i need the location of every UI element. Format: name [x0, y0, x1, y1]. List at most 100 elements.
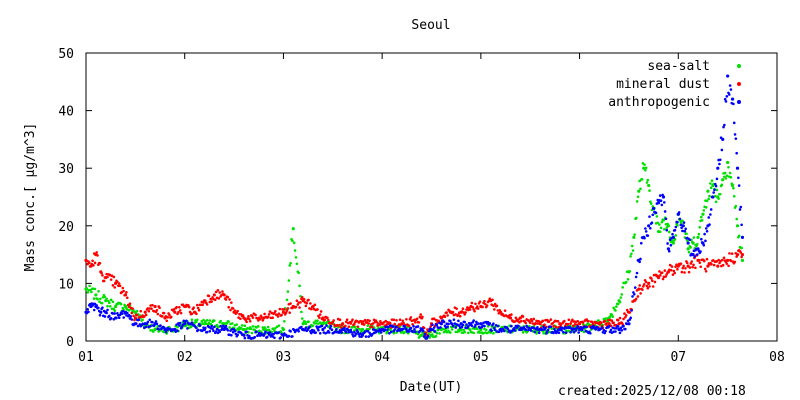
- data-point: [730, 252, 734, 255]
- data-point: [239, 326, 243, 330]
- data-point: [299, 301, 302, 304]
- data-point: [493, 328, 497, 332]
- data-point: [392, 318, 396, 321]
- data-point: [204, 326, 207, 330]
- data-point: [447, 322, 450, 326]
- data-point: [608, 315, 612, 318]
- data-point: [393, 328, 397, 331]
- data-point: [318, 332, 322, 335]
- data-point: [563, 319, 566, 323]
- data-point: [229, 308, 232, 312]
- data-point: [96, 297, 99, 301]
- data-point: [700, 218, 704, 222]
- data-point: [184, 324, 187, 328]
- data-point: [209, 297, 213, 301]
- data-point: [176, 329, 179, 333]
- data-point: [93, 261, 97, 265]
- data-point: [648, 189, 651, 192]
- data-point: [98, 261, 102, 265]
- data-point: [190, 312, 194, 316]
- data-point: [484, 328, 488, 332]
- data-point: [491, 298, 494, 302]
- data-point: [211, 327, 214, 330]
- y-axis: 0 10 20 30 40 50: [58, 47, 777, 350]
- data-point: [213, 325, 216, 329]
- data-point: [658, 270, 661, 273]
- data-point: [594, 328, 598, 331]
- data-point: [450, 328, 454, 331]
- data-point: [646, 286, 650, 290]
- y-tick-label: 0: [66, 335, 74, 350]
- data-point: [215, 323, 219, 327]
- x-tick-label: 04: [374, 350, 390, 365]
- data-point: [87, 310, 90, 314]
- data-point: [226, 328, 230, 332]
- data-point: [689, 246, 692, 249]
- data-point: [280, 313, 283, 317]
- data-point: [631, 295, 634, 298]
- data-point: [423, 332, 427, 336]
- data-point: [150, 307, 153, 310]
- data-point: [127, 309, 131, 312]
- data-point: [650, 279, 654, 283]
- data-point: [180, 325, 184, 328]
- data-point: [571, 324, 575, 328]
- data-point: [687, 250, 691, 254]
- data-point: [230, 322, 234, 325]
- data-point: [212, 329, 215, 333]
- data-point: [670, 265, 674, 268]
- data-point: [721, 137, 725, 141]
- data-point: [208, 319, 212, 322]
- data-point: [650, 221, 654, 225]
- data-point: [454, 326, 458, 329]
- data-point: [622, 317, 625, 321]
- data-point: [686, 247, 690, 251]
- data-point: [411, 323, 414, 326]
- data-point: [321, 327, 325, 332]
- data-point: [298, 284, 301, 288]
- data-point: [196, 306, 200, 310]
- data-point: [647, 183, 651, 188]
- data-point: [449, 331, 452, 334]
- data-point: [709, 213, 712, 216]
- data-point: [108, 304, 112, 308]
- data-point: [132, 314, 135, 318]
- data-point: [663, 210, 667, 213]
- data-point: [465, 323, 468, 326]
- data-point: [267, 333, 271, 336]
- data-point: [503, 309, 507, 312]
- data-point: [230, 301, 233, 304]
- data-point: [518, 316, 522, 320]
- data-point: [332, 319, 335, 322]
- data-point: [395, 326, 398, 329]
- data-point: [704, 227, 708, 230]
- data-point: [382, 321, 386, 324]
- data-point: [711, 258, 715, 262]
- data-point: [351, 318, 354, 321]
- data-point: [239, 317, 242, 321]
- data-point: [481, 305, 484, 309]
- data-point: [222, 324, 225, 328]
- data-point: [567, 318, 571, 322]
- data-point: [549, 318, 553, 321]
- data-point: [328, 327, 332, 330]
- data-point: [413, 328, 416, 331]
- data-point: [366, 329, 370, 333]
- data-point: [673, 271, 676, 275]
- data-point: [698, 225, 701, 229]
- data-point: [383, 328, 387, 332]
- data-point: [178, 321, 182, 325]
- data-point: [155, 308, 159, 312]
- data-point: [723, 123, 726, 127]
- data-point: [113, 309, 117, 313]
- data-point: [289, 261, 292, 265]
- data-point: [208, 329, 212, 333]
- data-point: [300, 295, 304, 299]
- data-point: [91, 259, 94, 263]
- data-point: [123, 293, 128, 297]
- data-point: [630, 252, 633, 256]
- data-point: [343, 326, 346, 330]
- data-point: [144, 325, 148, 329]
- data-point: [188, 310, 192, 314]
- data-point: [353, 322, 356, 326]
